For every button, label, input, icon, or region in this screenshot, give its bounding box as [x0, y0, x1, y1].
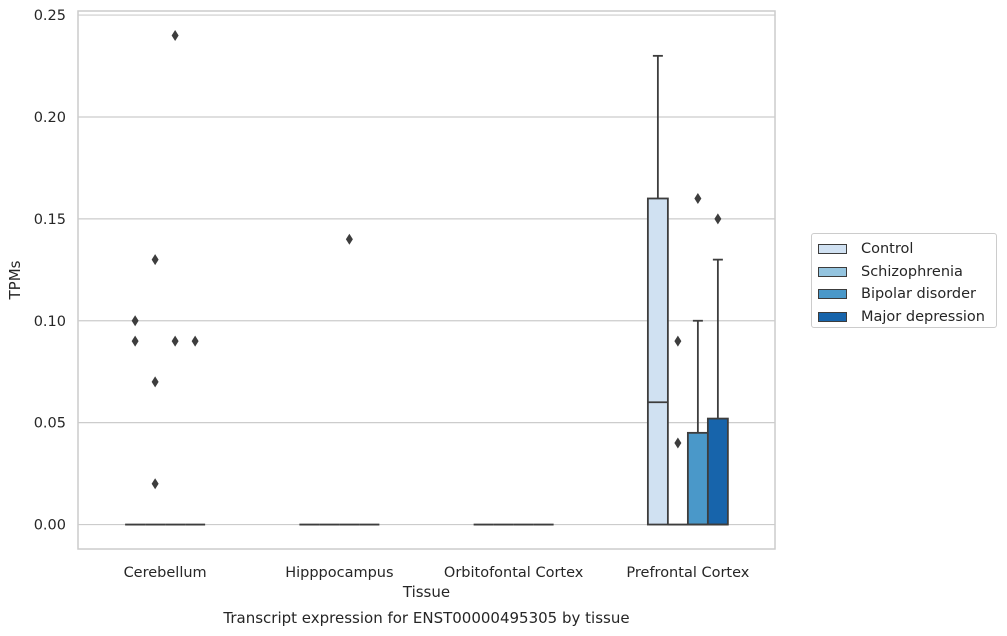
- box-body: [646, 197, 669, 526]
- legend-item: Major depression: [812, 306, 996, 329]
- x-axis-ticks: Cerebellum Hipppocampus Orbitofontal Corte…: [124, 565, 750, 581]
- outlier-point: [171, 335, 179, 347]
- box-major-depression: [185, 335, 206, 526]
- y-tick-label: 0.15: [34, 212, 66, 228]
- x-tick-label: Cerebellum: [124, 565, 207, 581]
- box-marks: [125, 29, 729, 526]
- outlier-point: [171, 29, 179, 41]
- legend-label: Major depression: [861, 308, 985, 325]
- legend-label: Bipolar disorder: [861, 286, 976, 303]
- y-tick-label: 0.25: [34, 8, 66, 24]
- box-body: [686, 431, 709, 526]
- legend-item: Schizophrenia: [812, 261, 996, 284]
- plot-frame: [77, 10, 776, 550]
- x-tick-label: Orbitofontal Cortex: [444, 565, 584, 581]
- legend-swatch: [818, 266, 847, 277]
- grid-lines: [78, 14, 775, 526]
- outlier-point: [131, 315, 139, 327]
- x-tick-label: Prefrontal Cortex: [626, 565, 749, 581]
- y-tick-label: 0.00: [34, 518, 66, 534]
- outlier-point: [345, 233, 353, 245]
- box-bipolar-disorder: [165, 29, 186, 526]
- legend-swatch: [818, 289, 847, 300]
- legend-swatch: [818, 244, 847, 255]
- box-major-depression: [706, 213, 729, 526]
- legend-swatch: [818, 311, 847, 322]
- box-control: [646, 54, 669, 526]
- chart-title: Transcript expression for ENST0000049530…: [222, 609, 629, 627]
- legend-item: Control: [812, 238, 996, 261]
- y-axis-title: TPMs: [6, 260, 24, 300]
- x-axis-title: Tissue: [402, 583, 450, 601]
- x-tick-label: Hipppocampus: [285, 565, 393, 581]
- legend-item: Bipolar disorder: [812, 283, 996, 306]
- outlier-point: [151, 478, 159, 490]
- box-bipolar-disorder: [339, 233, 360, 526]
- outlier-point: [674, 335, 682, 347]
- box-control: [125, 315, 146, 526]
- outlier-point: [674, 437, 682, 449]
- y-tick-label: 0.05: [34, 416, 66, 432]
- y-axis-ticks: 0.00 0.05 0.10 0.15 0.20 0.25: [34, 8, 66, 533]
- legend: Control Schizophrenia Bipolar disorder Majo…: [811, 233, 997, 328]
- box-bipolar-disorder: [686, 192, 709, 526]
- legend-label: Schizophrenia: [861, 263, 963, 280]
- outlier-point: [694, 192, 702, 204]
- box-schizophrenia: [667, 335, 688, 526]
- y-tick-label: 0.10: [34, 314, 66, 330]
- outlier-point: [151, 376, 159, 388]
- outlier-point: [714, 213, 722, 225]
- box-schizophrenia: [145, 254, 166, 526]
- legend-label: Control: [861, 241, 914, 258]
- outlier-point: [151, 254, 159, 266]
- outlier-point: [191, 335, 199, 347]
- box-body: [706, 417, 729, 526]
- outlier-point: [131, 335, 139, 347]
- y-tick-label: 0.20: [34, 110, 66, 126]
